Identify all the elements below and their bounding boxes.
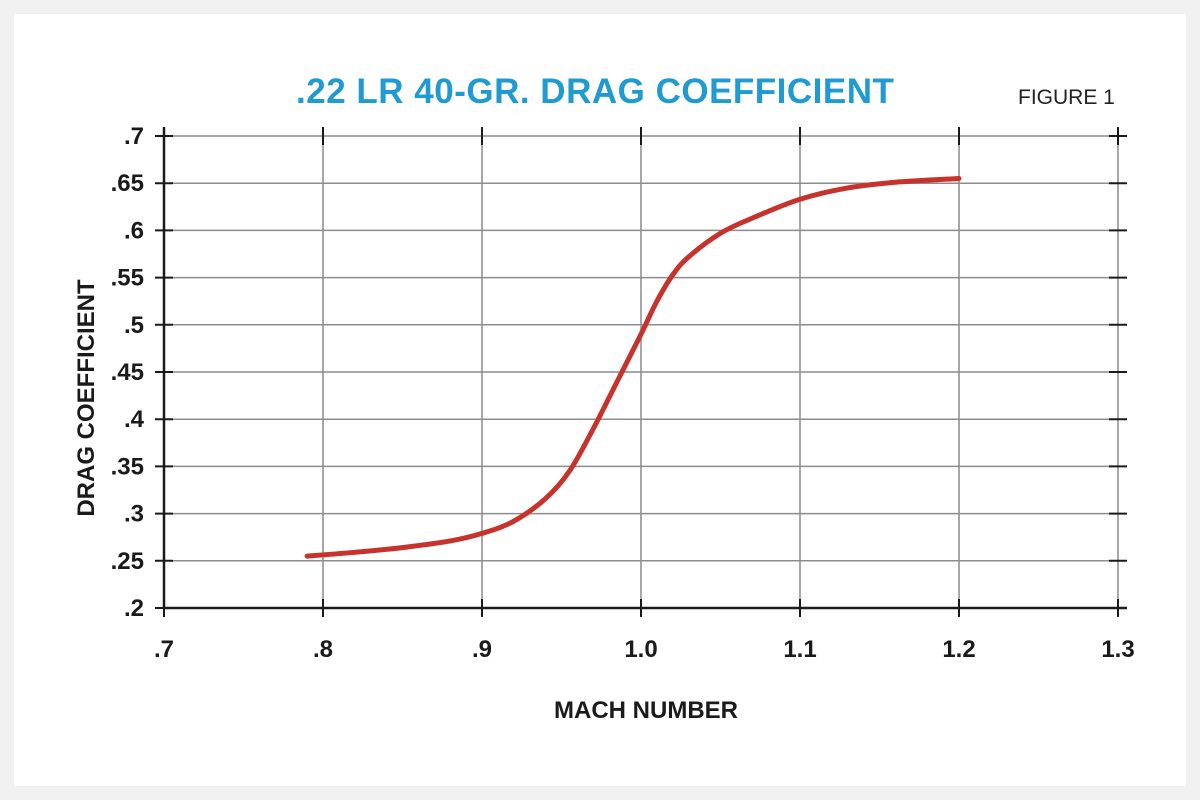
y-axis-title: DRAG COEFFICIENT xyxy=(73,279,100,517)
x-tick-label: 1.0 xyxy=(624,636,657,663)
x-tick-label: 1.2 xyxy=(942,636,975,663)
grid-lines xyxy=(164,135,1119,608)
x-tick-label: .9 xyxy=(472,636,492,663)
y-tick-label: .5 xyxy=(124,312,144,339)
y-tick-label: .4 xyxy=(124,406,145,433)
x-tick-label: .8 xyxy=(313,636,333,663)
y-tick-label: .25 xyxy=(111,548,144,575)
chart-title: .22 LR 40-GR. DRAG COEFFICIENT xyxy=(296,72,895,111)
y-tick-label: .35 xyxy=(111,453,144,480)
series-layer xyxy=(304,175,962,559)
y-tick-label: .7 xyxy=(124,123,144,150)
y-tick-label: .45 xyxy=(111,359,144,386)
drag-curve xyxy=(304,175,962,559)
x-axis-title: MACH NUMBER xyxy=(554,697,738,724)
x-tick-label: .7 xyxy=(154,636,174,663)
y-tick-label: .6 xyxy=(124,217,144,244)
y-tick-label: .65 xyxy=(111,170,144,197)
x-tick-labels: .7 .8 .9 1.0 1.1 1.2 1.3 xyxy=(154,636,1135,663)
y-tick-labels: .2 .25 .3 .35 .4 .45 .5 .55 .6 .65 .7 xyxy=(111,123,145,622)
figure-label: FIGURE 1 xyxy=(1018,86,1115,109)
y-tick-label: .3 xyxy=(124,501,144,528)
x-tick-label: 1.3 xyxy=(1101,636,1134,663)
x-tick-label: 1.1 xyxy=(783,636,816,663)
y-tick-label: .2 xyxy=(124,595,144,622)
y-tick-label: .55 xyxy=(111,265,144,292)
axes xyxy=(162,127,1127,610)
